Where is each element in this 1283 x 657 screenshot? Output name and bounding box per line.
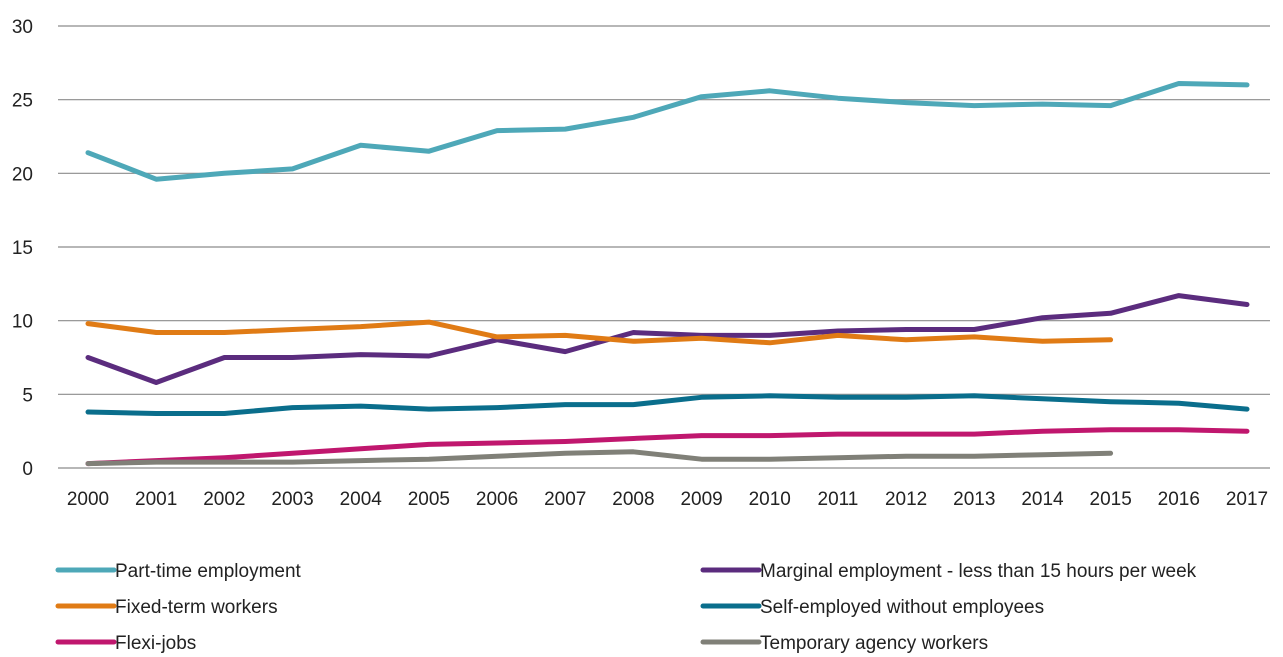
- x-tick-label: 2012: [885, 489, 927, 510]
- x-tick-label: 2005: [408, 489, 450, 510]
- x-tick-label: 2009: [680, 489, 722, 510]
- y-axis-tick-labels: 0 5 10 15 20 25 30: [12, 17, 33, 480]
- y-tick-label: 10: [12, 312, 33, 333]
- legend-label: Part-time employment: [115, 561, 302, 582]
- legend-item: Temporary agency workers: [700, 633, 988, 654]
- legend-label: Flexi-jobs: [115, 633, 196, 654]
- x-tick-label: 2000: [67, 489, 109, 510]
- series-line-self-employed-without-employees: [85, 393, 1250, 416]
- x-tick-label: 2010: [749, 489, 791, 510]
- legend: Part-time employment Marginal employment …: [55, 561, 1197, 654]
- x-tick-label: 2004: [340, 489, 383, 510]
- legend-label: Temporary agency workers: [760, 633, 988, 654]
- x-axis-tick-labels: 2000 2001 2002 2003 2004 2005 2006 2007 2008 2009…: [67, 489, 1268, 510]
- x-tick-label: 2013: [953, 489, 995, 510]
- series-lines: [85, 81, 1250, 467]
- series-line-marginal-employment-less-than-15-hours-per-week: [85, 293, 1250, 385]
- y-tick-label: 5: [22, 385, 33, 406]
- x-tick-label: 2017: [1226, 489, 1268, 510]
- y-tick-label: 25: [12, 91, 33, 112]
- series-line-flexi-jobs: [85, 427, 1250, 467]
- legend-label: Fixed-term workers: [115, 597, 278, 618]
- y-tick-label: 15: [12, 238, 33, 259]
- legend-item: Flexi-jobs: [55, 633, 196, 654]
- y-tick-label: 0: [22, 459, 33, 480]
- legend-item: Self-employed without employees: [700, 597, 1044, 618]
- legend-item: Marginal employment - less than 15 hours…: [700, 561, 1197, 582]
- x-tick-label: 2006: [476, 489, 518, 510]
- series-line-part-time-employment: [85, 81, 1250, 182]
- x-tick-label: 2007: [544, 489, 586, 510]
- x-tick-label: 2002: [203, 489, 245, 510]
- x-tick-label: 2001: [135, 489, 177, 510]
- legend-label: Marginal employment - less than 15 hours…: [760, 561, 1197, 582]
- legend-label: Self-employed without employees: [760, 597, 1044, 618]
- series-line-fixed-term-workers: [85, 319, 1114, 346]
- legend-item: Fixed-term workers: [55, 597, 278, 618]
- x-tick-label: 2011: [818, 489, 859, 510]
- legend-item: Part-time employment: [55, 561, 302, 582]
- x-tick-label: 2003: [271, 489, 313, 510]
- x-tick-label: 2015: [1090, 489, 1132, 510]
- y-tick-label: 20: [12, 164, 33, 185]
- x-tick-label: 2016: [1158, 489, 1200, 510]
- y-tick-label: 30: [12, 17, 33, 38]
- x-tick-label: 2008: [612, 489, 654, 510]
- x-tick-label: 2014: [1021, 489, 1064, 510]
- series-line-temporary-agency-workers: [85, 449, 1114, 467]
